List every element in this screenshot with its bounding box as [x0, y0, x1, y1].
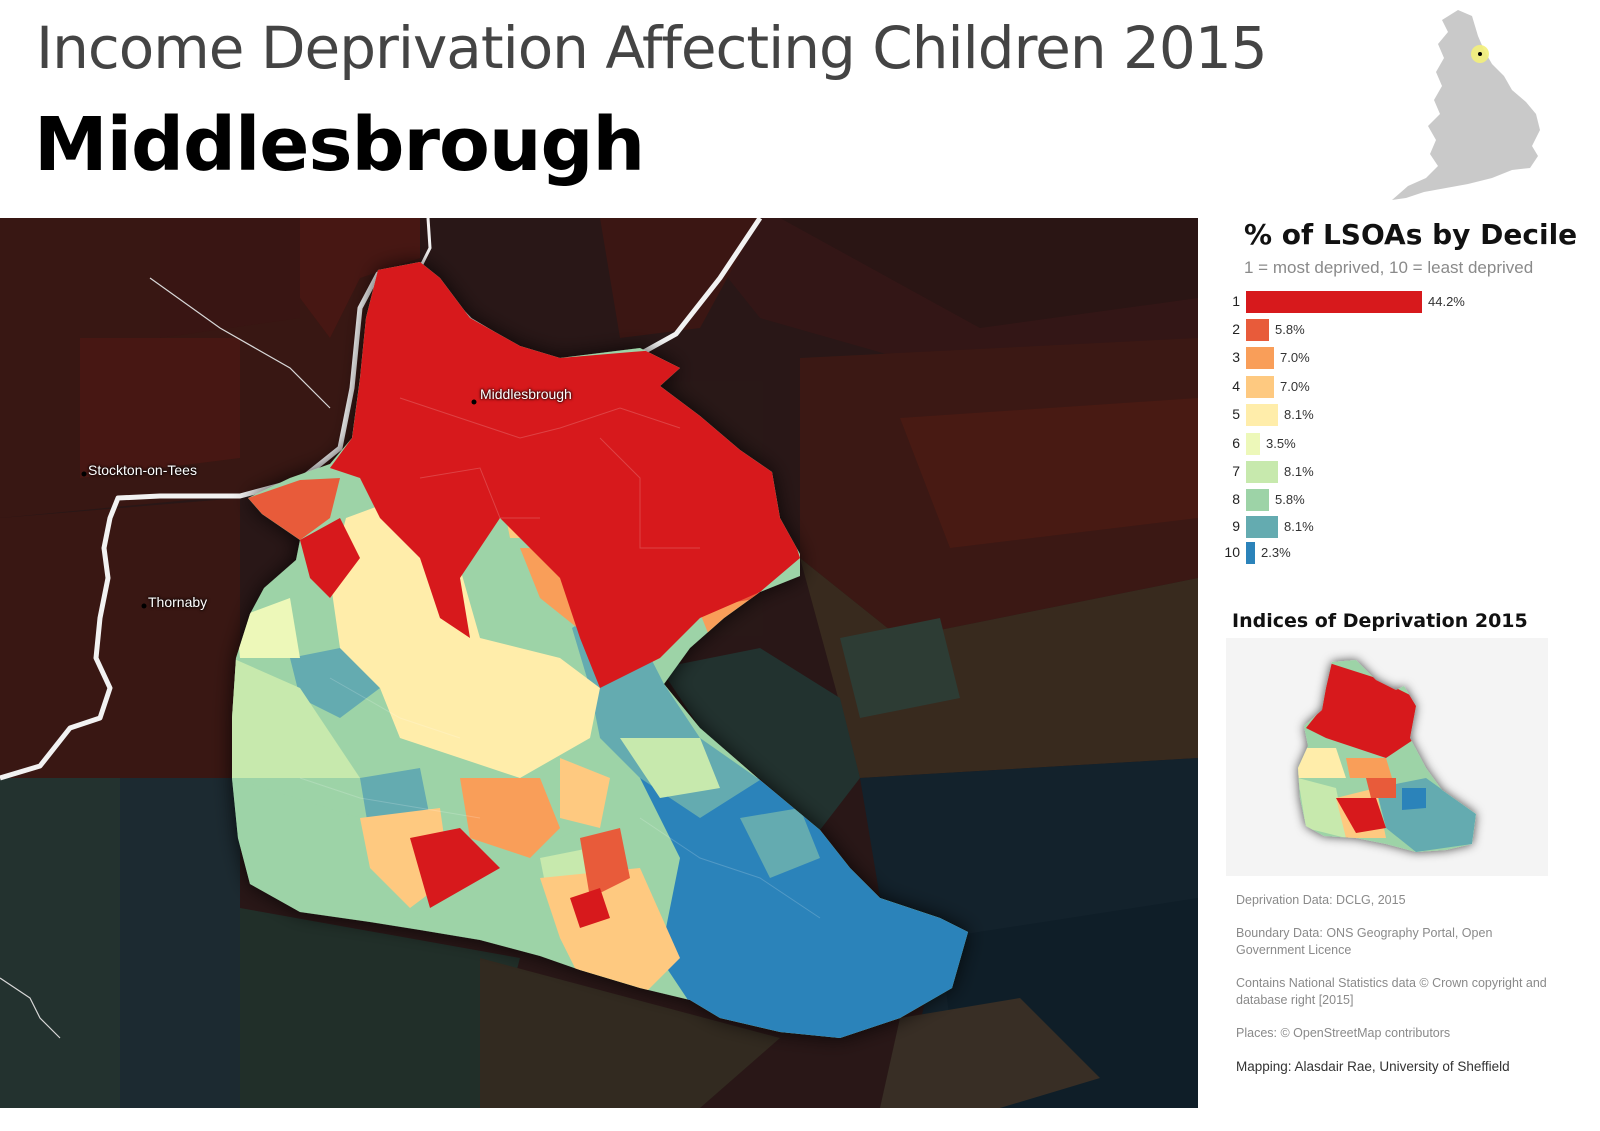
decile-percent: 7.0% [1280, 350, 1310, 365]
credit-author: Mapping: Alasdair Rae, University of She… [1236, 1059, 1510, 1074]
decile-bar [1246, 404, 1278, 426]
decile-percent: 7.0% [1280, 379, 1310, 394]
inset-title: Indices of Deprivation 2015 [1232, 610, 1528, 632]
decile-percent: 8.1% [1284, 407, 1314, 422]
credit-deprivation-data: Deprivation Data: DCLG, 2015 [1236, 893, 1406, 907]
decile-row: 6 3.5% [1218, 433, 1548, 455]
credit-places: Places: © OpenStreetMap contributors [1236, 1026, 1451, 1040]
decile-percent: 2.3% [1261, 545, 1291, 560]
decile-row: 1 44.2% [1218, 291, 1548, 313]
decile-number: 9 [1232, 518, 1240, 534]
decile-bar [1246, 489, 1269, 511]
decile-number: 5 [1232, 406, 1240, 422]
decile-percent: 5.8% [1275, 492, 1305, 507]
england-outline [1392, 10, 1540, 200]
place-marker-thornaby [141, 603, 147, 609]
decile-bar [1246, 347, 1274, 369]
decile-number: 8 [1232, 491, 1240, 507]
decile-row: 8 5.8% [1218, 489, 1548, 511]
decile-number: 7 [1232, 463, 1240, 479]
decile-percent: 5.8% [1275, 322, 1305, 337]
decile-bar [1246, 461, 1278, 483]
decile-row: 4 7.0% [1218, 376, 1548, 398]
place-marker-stockton [81, 471, 87, 477]
decile-bar [1246, 319, 1269, 341]
choropleth-map[interactable]: Middlesbrough Stockton-on-Tees Thornaby [0, 218, 1198, 1108]
decile-number: 4 [1232, 378, 1240, 394]
map-title: Income Deprivation Affecting Children 20… [36, 14, 1268, 82]
decile-bar [1246, 433, 1260, 455]
decile-number: 3 [1232, 349, 1240, 365]
decile-percent: 8.1% [1284, 519, 1314, 534]
credit-copyright: Contains National Statistics data © Crow… [1236, 976, 1547, 1007]
decile-row: 3 7.0% [1218, 347, 1548, 369]
decile-bar [1246, 542, 1255, 564]
inset-map-canvas [1298, 660, 1476, 852]
area-title: Middlesbrough [34, 102, 645, 188]
decile-row: 7 8.1% [1218, 461, 1548, 483]
decile-number: 2 [1232, 321, 1240, 337]
credit-boundary-data: Boundary Data: ONS Geography Portal, Ope… [1236, 926, 1493, 957]
middlesbrough-dot [1478, 52, 1482, 56]
decile-percent: 44.2% [1428, 294, 1465, 309]
decile-number: 10 [1224, 544, 1240, 560]
decile-number: 6 [1232, 435, 1240, 451]
decile-bar [1246, 516, 1278, 538]
decile-percent: 8.1% [1284, 464, 1314, 479]
england-locator-map [1392, 10, 1540, 200]
credits: Deprivation Data: DCLG, 2015 Boundary Da… [1236, 892, 1556, 1091]
decile-percent: 3.5% [1266, 436, 1296, 451]
map-canvas [0, 218, 1198, 1108]
place-label-middlesbrough: Middlesbrough [480, 386, 572, 402]
decile-row: 2 5.8% [1218, 319, 1548, 341]
decile-row: 5 8.1% [1218, 404, 1548, 426]
place-label-stockton: Stockton-on-Tees [88, 462, 197, 478]
legend-title: % of LSOAs by Decile [1244, 218, 1578, 251]
legend-subtitle: 1 = most deprived, 10 = least deprived [1244, 258, 1534, 277]
decile-number: 1 [1232, 293, 1240, 309]
inset-map [1226, 638, 1548, 876]
place-marker-middlesbrough [471, 399, 477, 405]
context-regions [0, 218, 1198, 1108]
place-label-thornaby: Thornaby [148, 594, 208, 610]
decile-bar [1246, 291, 1422, 313]
decile-bar [1246, 376, 1274, 398]
decile-row: 9 8.1% [1218, 516, 1548, 538]
decile-row: 10 2.3% [1218, 542, 1548, 564]
